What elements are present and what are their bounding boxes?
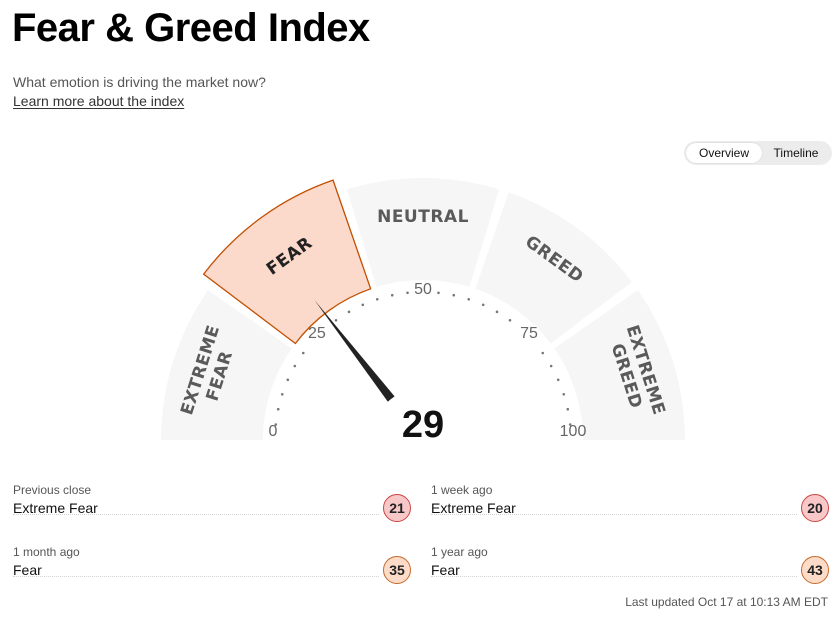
overview-tab[interactable]: Overview bbox=[686, 143, 762, 163]
dotted-leader bbox=[13, 514, 379, 515]
gauge-tick-dot bbox=[406, 291, 409, 295]
gauge-tick-dot bbox=[286, 378, 290, 382]
learn-more-link[interactable]: Learn more about the index bbox=[13, 93, 185, 109]
gauge-scale-100: 100 bbox=[560, 423, 587, 440]
view-toggle: Overview Timeline bbox=[684, 141, 832, 165]
stat-value-badge: 35 bbox=[383, 556, 411, 584]
gauge-tick-dot bbox=[562, 392, 566, 396]
gauge-tick-dot bbox=[293, 364, 297, 368]
stat-label: 1 week ago bbox=[431, 483, 493, 497]
gauge-tick-dot bbox=[495, 310, 499, 314]
gauge-tick-dot bbox=[541, 351, 545, 355]
dotted-leader bbox=[431, 514, 797, 515]
gauge-tick-dot bbox=[301, 351, 305, 355]
stat-rating: Extreme Fear bbox=[431, 500, 516, 516]
stat-value-badge: 43 bbox=[801, 556, 829, 584]
stat-label: 1 year ago bbox=[431, 545, 488, 559]
gauge-tick-dot bbox=[437, 291, 440, 295]
gauge-scale-25: 25 bbox=[308, 325, 326, 342]
gauge-needle bbox=[314, 300, 396, 404]
gauge-tick-dot bbox=[276, 407, 280, 411]
gauge-tick-dot bbox=[274, 423, 278, 426]
gauge-tick-dot bbox=[452, 293, 456, 297]
gauge-tick-dot bbox=[508, 318, 512, 322]
stat-1-week-ago: 1 week ago Extreme Fear 20 bbox=[431, 483, 831, 533]
gauge-tick-dot bbox=[566, 407, 570, 411]
stat-rating: Fear bbox=[13, 562, 42, 578]
gauge-segment-extreme-greed bbox=[554, 290, 685, 440]
gauge-tick-dot bbox=[481, 303, 485, 307]
gauge-scale-0: 0 bbox=[269, 423, 278, 440]
gauge-value: 29 bbox=[402, 404, 444, 446]
stat-1-month-ago: 1 month ago Fear 35 bbox=[13, 545, 413, 595]
gauge-tick-dot bbox=[390, 293, 394, 297]
stat-rating: Extreme Fear bbox=[13, 500, 98, 516]
gauge-tick-dot bbox=[556, 378, 560, 382]
stat-label: Previous close bbox=[13, 483, 92, 497]
gauge-tick-dot bbox=[467, 297, 471, 301]
gauge-tick-dot bbox=[361, 303, 365, 307]
stat-value-badge: 21 bbox=[383, 494, 411, 522]
gauge-scale-75: 75 bbox=[520, 325, 538, 342]
gauge-center-disc bbox=[371, 388, 475, 492]
stat-rating: Fear bbox=[431, 562, 460, 578]
dotted-leader bbox=[13, 576, 379, 577]
gauge-segment-extreme-fear bbox=[161, 290, 292, 440]
gauge-tick-dot bbox=[568, 423, 572, 426]
gauge-tick-dot bbox=[375, 297, 379, 301]
stat-label: 1 month ago bbox=[13, 545, 80, 559]
dotted-leader bbox=[431, 576, 797, 577]
gauge-label-neutral: NEUTRAL bbox=[377, 207, 469, 227]
stat-value-badge: 20 bbox=[801, 494, 829, 522]
timeline-tab[interactable]: Timeline bbox=[773, 146, 819, 160]
last-updated: Last updated Oct 17 at 10:13 AM EDT bbox=[625, 595, 828, 609]
gauge-scale-50: 50 bbox=[414, 281, 432, 298]
gauge-tick-dot bbox=[347, 310, 351, 314]
gauge-tick-dot bbox=[280, 392, 284, 396]
page-subtitle: What emotion is driving the market now? bbox=[13, 74, 266, 90]
gauge-segment-fear bbox=[202, 179, 372, 345]
stat-1-year-ago: 1 year ago Fear 43 bbox=[431, 545, 831, 595]
gauge-tick-dot bbox=[549, 364, 553, 368]
gauge-segment-greed bbox=[475, 192, 632, 344]
gauge-tick-dot bbox=[334, 318, 338, 322]
page-title: Fear & Greed Index bbox=[12, 6, 370, 50]
stat-previous-close: Previous close Extreme Fear 21 bbox=[13, 483, 413, 533]
gauge-segment-neutral bbox=[346, 178, 500, 287]
